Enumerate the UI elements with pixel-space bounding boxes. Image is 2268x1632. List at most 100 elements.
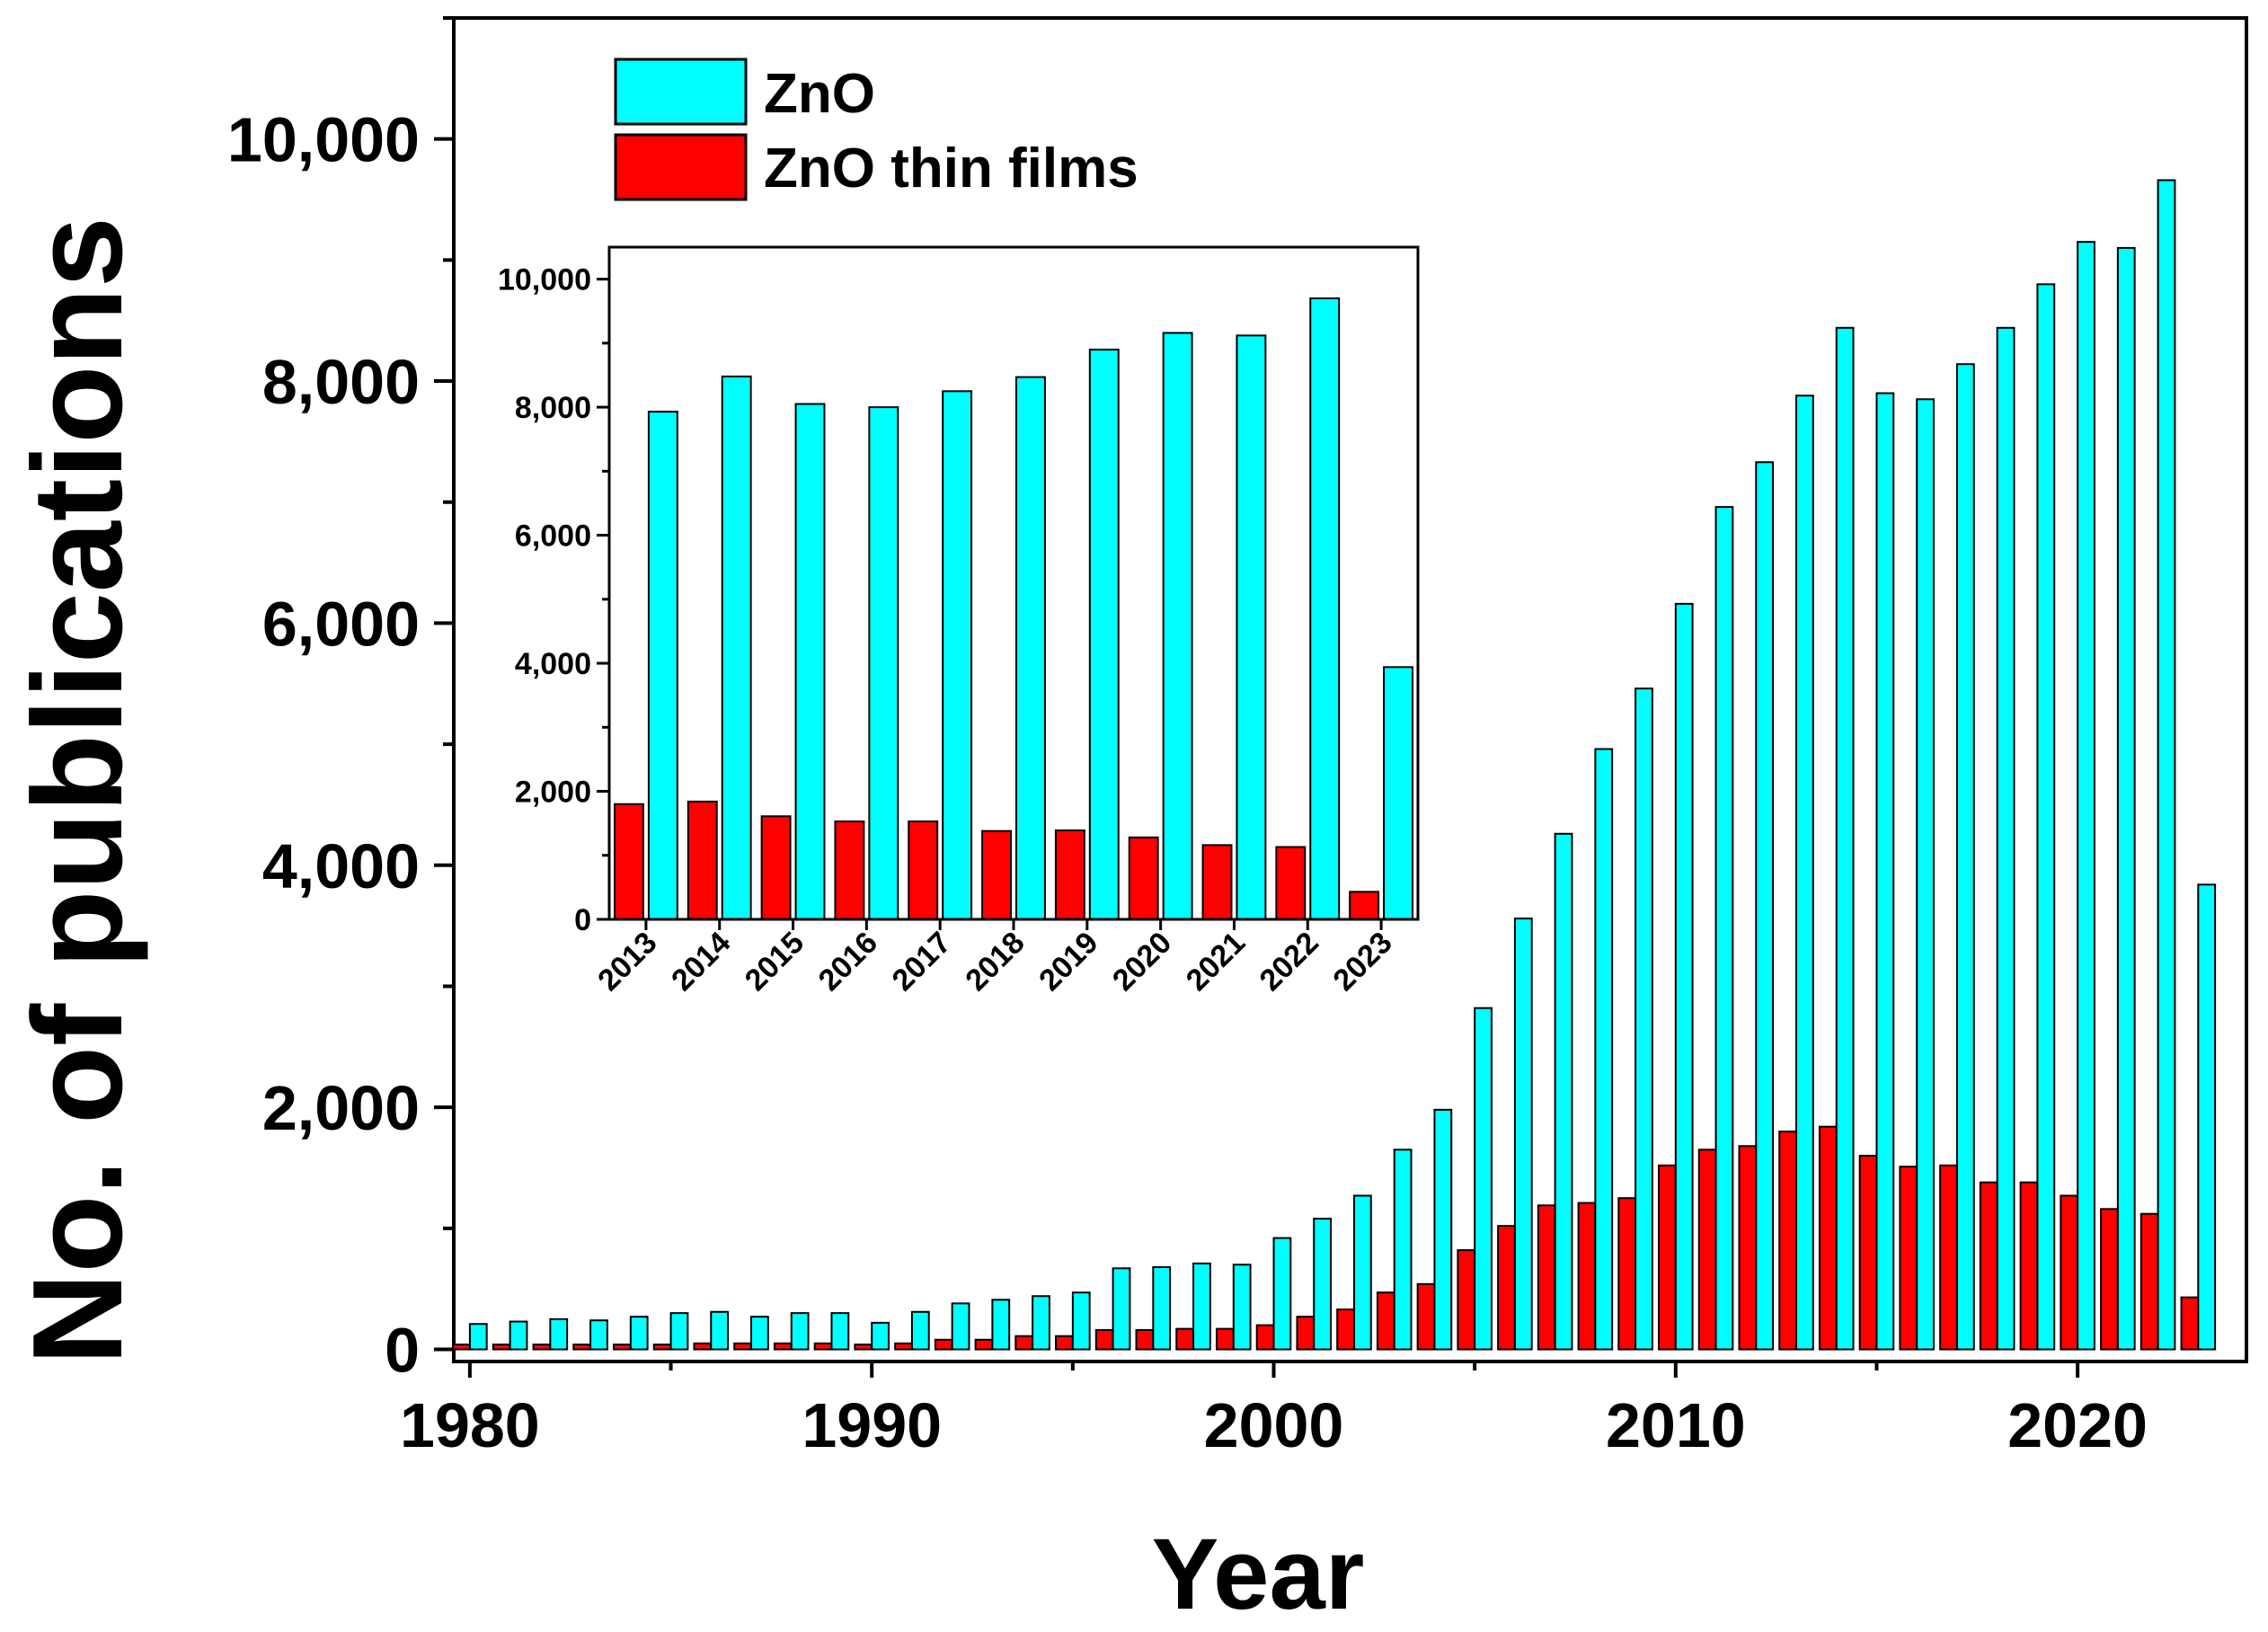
inset-bar-zno <box>1383 666 1413 920</box>
x-tick-label: 2000 <box>1204 1390 1344 1460</box>
bar-zno-thin-films <box>934 1338 953 1351</box>
bar-zno <box>2077 241 2095 1351</box>
bar-zno <box>830 1312 850 1351</box>
bar-zno-thin-films <box>2140 1212 2159 1351</box>
bar-zno-thin-films <box>1658 1164 1677 1351</box>
bar-zno <box>1232 1264 1252 1351</box>
inset-bar-zno-thin-films <box>1275 846 1307 920</box>
bar-zno <box>1714 506 1734 1351</box>
y-tick-label: 4,000 <box>262 831 420 901</box>
inset-bar-zno-thin-films <box>1201 844 1233 920</box>
bar-zno <box>1835 326 1855 1351</box>
main-tick-labels: 1980 1990 2000 2010 2020 0 2,000 4,000 6,000 8,00… <box>227 105 2148 1460</box>
bar-zno <box>2036 283 2056 1351</box>
bar-zno-thin-films <box>2180 1296 2200 1351</box>
inset-bar-zno <box>1015 376 1046 920</box>
bar-zno-thin-films <box>1497 1225 1516 1351</box>
bar-zno-thin-films <box>1697 1149 1717 1351</box>
bar-zno <box>1674 602 1694 1351</box>
bar-zno-thin-films <box>1094 1328 1114 1351</box>
bar-zno <box>1152 1265 1172 1351</box>
legend-label-zno: ZnO <box>764 63 875 125</box>
bar-zno-thin-films <box>1537 1204 1556 1351</box>
bar-zno-thin-films <box>1899 1166 1918 1351</box>
bar-zno <box>1393 1149 1413 1351</box>
bar-zno <box>1032 1295 1050 1351</box>
bar-zno-thin-films <box>1336 1308 1355 1351</box>
bar-zno-thin-films <box>1818 1125 1838 1351</box>
bar-zno-thin-films <box>1858 1155 1878 1351</box>
bar-zno-thin-films <box>894 1342 913 1351</box>
inset-y-tick-label: 10,000 <box>498 263 591 297</box>
inset-bar-zno-thin-films <box>760 815 792 920</box>
bar-zno-thin-films <box>452 1344 471 1351</box>
bar-zno <box>1996 326 2016 1351</box>
bar-zno <box>549 1317 569 1351</box>
bar-zno <box>710 1310 730 1351</box>
x-tick-label: 1980 <box>400 1390 540 1460</box>
x-axis-title: Year <box>1152 1518 1365 1630</box>
bar-zno <box>991 1299 1011 1351</box>
inset-bar-zno-thin-films <box>1054 829 1085 920</box>
bar-zno-thin-films <box>1457 1249 1476 1351</box>
bar-zno-thin-films <box>1416 1282 1436 1351</box>
inset-x-tick-label: 2016 <box>812 926 884 998</box>
bar-zno <box>910 1310 930 1351</box>
inset-x-tick-label: 2019 <box>1032 926 1104 998</box>
inset-bar-zno <box>794 403 826 920</box>
bar-zno-thin-films <box>813 1342 833 1351</box>
inset-x-tick-label: 2015 <box>739 926 811 998</box>
bar-zno <box>1474 1007 1493 1351</box>
inset-x-tick-label: 2023 <box>1326 926 1398 998</box>
inset-y-tick-label: 8,000 <box>515 391 591 425</box>
legend-swatch-zno-thin-films <box>614 133 748 201</box>
bar-zno <box>2116 246 2136 1351</box>
bar-zno-thin-films <box>1215 1327 1235 1351</box>
bar-zno-thin-films <box>572 1344 592 1351</box>
inset-x-tick-label: 2021 <box>1180 926 1252 998</box>
inset-x-tick-label: 2020 <box>1106 926 1178 998</box>
inset-x-tick-label: 2022 <box>1254 926 1325 998</box>
inset-bar-zno <box>647 411 678 920</box>
bar-zno-thin-films <box>1979 1181 1998 1351</box>
bar-zno-thin-films <box>1376 1291 1395 1351</box>
main-bars <box>452 179 2217 1351</box>
x-tick-label: 1990 <box>802 1390 942 1460</box>
legend-label-zno-thin-films: ZnO thin films <box>764 137 1138 200</box>
y-tick-label: 8,000 <box>262 347 420 417</box>
inset-bar-zno-thin-films <box>834 820 865 921</box>
bar-zno <box>1071 1291 1091 1351</box>
y-axis-title: No. of publications <box>6 217 149 1365</box>
bar-zno-thin-films <box>1255 1324 1275 1351</box>
inset-x-tick-label: 2013 <box>591 926 663 998</box>
bar-zno-thin-films <box>1778 1131 1798 1351</box>
y-tick-label: 6,000 <box>262 589 420 659</box>
legend: ZnO ZnO thin films <box>614 58 1138 201</box>
bar-zno <box>1433 1108 1453 1351</box>
bar-zno-thin-films <box>1055 1335 1074 1351</box>
bar-zno-thin-films <box>1296 1316 1316 1351</box>
bar-zno-thin-films <box>1577 1202 1597 1351</box>
inset-bar-zno <box>721 375 752 920</box>
bar-zno-thin-films <box>1135 1328 1155 1351</box>
y-tick-label: 2,000 <box>262 1073 420 1143</box>
bar-zno <box>1554 832 1573 1351</box>
bar-zno <box>1755 461 1775 1351</box>
bar-zno <box>1594 748 1614 1351</box>
bar-zno <box>871 1321 890 1351</box>
inset-bars <box>614 297 1413 921</box>
inset-bar-zno <box>1162 332 1193 920</box>
bar-zno <box>790 1312 810 1351</box>
inset-bar-zno <box>868 406 899 921</box>
inset-bar-zno <box>1236 334 1267 920</box>
bar-zno <box>629 1316 649 1351</box>
bar-zno-thin-films <box>1939 1164 1958 1351</box>
bar-zno-thin-films <box>613 1344 632 1351</box>
inset-x-tick-label: 2018 <box>959 926 1031 998</box>
inset-y-tick-label: 0 <box>574 903 591 937</box>
bar-zno <box>1272 1237 1292 1351</box>
bar-zno <box>1352 1194 1372 1351</box>
bar-zno-thin-films <box>2060 1194 2079 1351</box>
bar-zno <box>2197 883 2217 1351</box>
bar-zno <box>589 1319 608 1351</box>
